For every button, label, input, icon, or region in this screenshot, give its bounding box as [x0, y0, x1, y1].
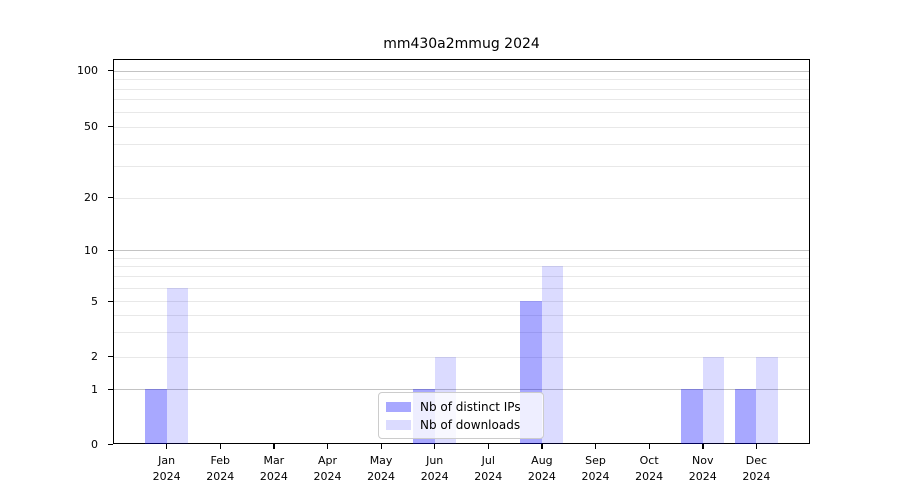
x-axis-tick-label-jan: Jan 2024 [139, 453, 195, 485]
x-tick-oct [648, 444, 650, 449]
legend: Nb of distinct IPs Nb of downloads [378, 392, 544, 439]
x-tick-label-line: 2024 [313, 470, 342, 483]
x-tick-jan [166, 444, 168, 449]
legend-label: Nb of downloads [420, 418, 521, 432]
x-tick-feb [219, 444, 222, 449]
x-axis-tick-label-jul: Jul 2024 [460, 453, 516, 485]
x-tick-label-line: 2024 [635, 470, 664, 483]
x-tick-may [380, 444, 382, 449]
x-tick-nov [702, 444, 704, 449]
gridline-minor-40 [114, 143, 809, 145]
gridline-minor-20 [114, 197, 809, 199]
gridline-minor-7 [114, 276, 809, 278]
bar-dec-downloads [756, 356, 778, 444]
x-axis-tick-label-feb: Feb 2024 [192, 453, 248, 485]
x-tick-label-line: Oct [639, 454, 659, 467]
y-axis-tick-label-50: 50 [84, 120, 98, 134]
bar-nov-ips [681, 389, 703, 444]
bar-aug-downloads [541, 266, 564, 444]
x-axis-tick-label-jun: Jun 2024 [407, 453, 463, 485]
x-axis-tick-label-sep: Sep 2024 [568, 453, 624, 485]
x-tick-mar [273, 444, 275, 449]
plot-area [113, 59, 810, 444]
legend-swatch-icon [386, 402, 411, 412]
x-tick-label-line: 2024 [742, 470, 771, 483]
y-axis-tick-label-20: 20 [84, 191, 98, 205]
y-axis-tick-label-5: 5 [91, 294, 98, 308]
x-tick-jul [487, 444, 490, 449]
x-axis-tick-label-mar: Mar 2024 [246, 453, 302, 485]
legend-swatch-icon [386, 420, 411, 430]
x-axis-tick-label-nov: Nov 2024 [675, 453, 731, 485]
gridline-minor-80 [114, 88, 809, 90]
x-axis-tick-label-aug: Aug 2024 [514, 453, 570, 485]
x-tick-label-line: Mar [263, 454, 285, 467]
x-axis-tick-label-oct: Oct 2024 [621, 453, 677, 485]
gridline-minor-2 [114, 356, 809, 358]
gridline-minor-5 [114, 301, 809, 302]
x-tick-label-line: 2024 [259, 470, 288, 483]
gridline-minor-3 [114, 331, 809, 333]
gridline-major-100 [114, 70, 809, 72]
x-tick-label-line: 2024 [474, 470, 503, 483]
x-tick-sep [595, 444, 597, 449]
gridline-minor-30 [114, 166, 809, 168]
x-tick-label-line: 2024 [206, 470, 235, 483]
x-tick-label-line: 2024 [367, 470, 396, 483]
gridline-major-10 [114, 250, 809, 251]
bar-nov-downloads [702, 356, 725, 444]
x-tick-dec [755, 444, 758, 449]
x-tick-aug [541, 444, 543, 449]
gridline-minor-60 [114, 111, 809, 113]
gridline-minor-8 [114, 266, 809, 268]
x-tick-label-line: Dec [745, 454, 768, 467]
legend-item-distinct-ips: Nb of distinct IPs [386, 400, 536, 414]
gridline-minor-9 [114, 257, 809, 259]
y-axis-tick-label-2: 2 [91, 350, 98, 363]
x-tick-jun [434, 444, 436, 449]
x-tick-label-line: Jul [481, 454, 495, 467]
legend-item-downloads: Nb of downloads [386, 418, 536, 432]
x-tick-apr [326, 444, 329, 449]
x-axis-tick-label-dec: Dec 2024 [728, 453, 784, 485]
gridline-minor-50 [114, 126, 809, 128]
x-axis-tick-label-apr: Apr 2024 [299, 453, 355, 485]
legend-label: Nb of distinct IPs [420, 400, 521, 414]
x-tick-label-line: Jun [426, 454, 444, 467]
bar-jan-ips [145, 389, 167, 444]
y-axis-tick-label-10: 10 [84, 243, 98, 257]
bar-dec-ips [734, 389, 757, 444]
bar-jan-downloads [166, 287, 189, 444]
x-tick-label-line: Sep [585, 454, 606, 467]
x-tick-label-line: 2024 [152, 470, 181, 483]
gridline-minor-4 [114, 314, 809, 316]
y-axis-tick-label-1: 1 [91, 382, 98, 396]
y-axis-tick-label-0: 0 [91, 437, 98, 451]
y-axis-tick-label-100: 100 [77, 64, 98, 77]
chart-title: mm430a2mmug 2024 [383, 36, 540, 52]
x-axis-tick-label-may: May 2024 [353, 453, 409, 485]
x-tick-label-line: Jan [158, 454, 176, 467]
x-tick-label-line: 2024 [581, 470, 610, 483]
gridline-major-1 [114, 389, 809, 390]
x-tick-label-line: 2024 [420, 470, 449, 483]
x-tick-label-line: Aug [531, 454, 553, 467]
x-tick-label-line: May [369, 454, 393, 467]
x-tick-label-line: Nov [692, 454, 714, 467]
gridline-minor-70 [114, 99, 809, 101]
gridline-minor-6 [114, 287, 809, 289]
x-tick-label-line: 2024 [527, 470, 556, 483]
x-tick-label-line: Apr [317, 454, 337, 467]
x-tick-label-line: Feb [210, 454, 230, 467]
gridline-minor-90 [114, 79, 809, 81]
x-tick-label-line: 2024 [688, 470, 717, 483]
